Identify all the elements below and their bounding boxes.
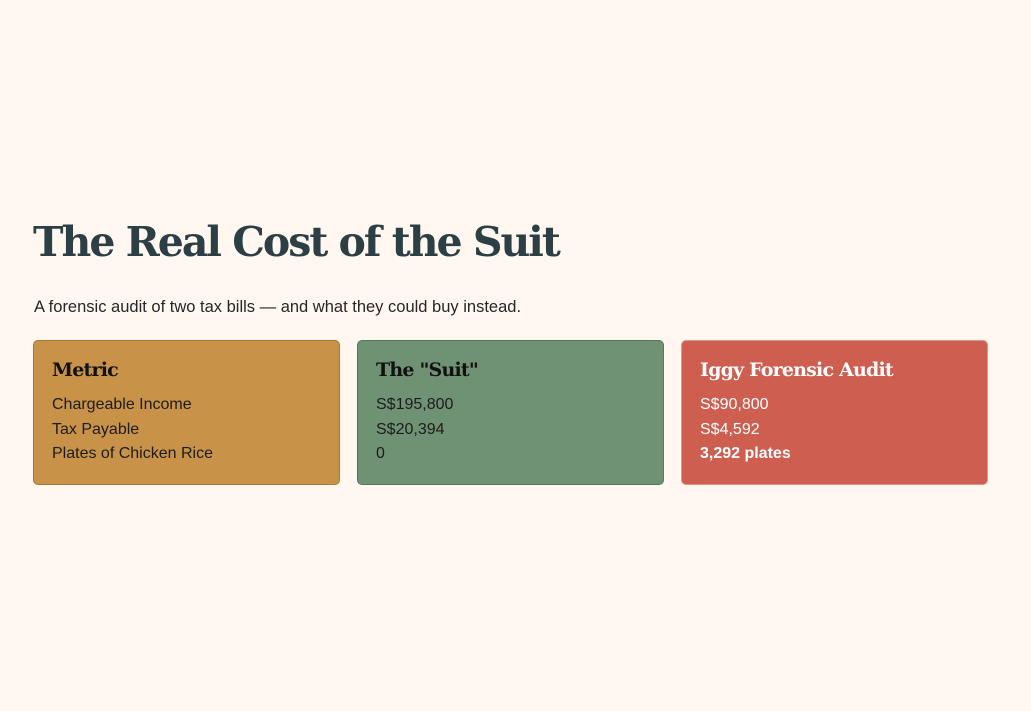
audit-card: Iggy Forensic Audit S$90,800 S$4,592 3,2…	[681, 340, 988, 485]
metric-card: Metric Chargeable Income Tax Payable Pla…	[33, 340, 340, 485]
suit-tax-payable: S$20,394	[376, 420, 445, 438]
audit-card-title: Iggy Forensic Audit	[700, 359, 894, 381]
page-title: The Real Cost of the Suit	[33, 218, 561, 266]
suit-chargeable-income: S$195,800	[376, 396, 454, 413]
metric-label-chargeable-income: Chargeable Income	[52, 396, 192, 413]
suit-plates: 0	[376, 445, 385, 462]
metric-card-title: Metric	[52, 359, 119, 381]
comparison-cards: Metric Chargeable Income Tax Payable Pla…	[33, 340, 988, 485]
metric-label-tax-payable: Tax Payable	[52, 420, 140, 438]
audit-tax-payable: S$4,592	[700, 420, 760, 438]
page-subtitle: A forensic audit of two tax bills — and …	[34, 298, 522, 316]
suit-card: The "Suit" S$195,800 S$20,394 0	[357, 340, 664, 485]
suit-card-title: The "Suit"	[376, 359, 479, 381]
metric-label-plates: Plates of Chicken Rice	[52, 445, 213, 462]
audit-plates: 3,292 plates	[700, 445, 791, 462]
audit-chargeable-income: S$90,800	[700, 396, 769, 413]
